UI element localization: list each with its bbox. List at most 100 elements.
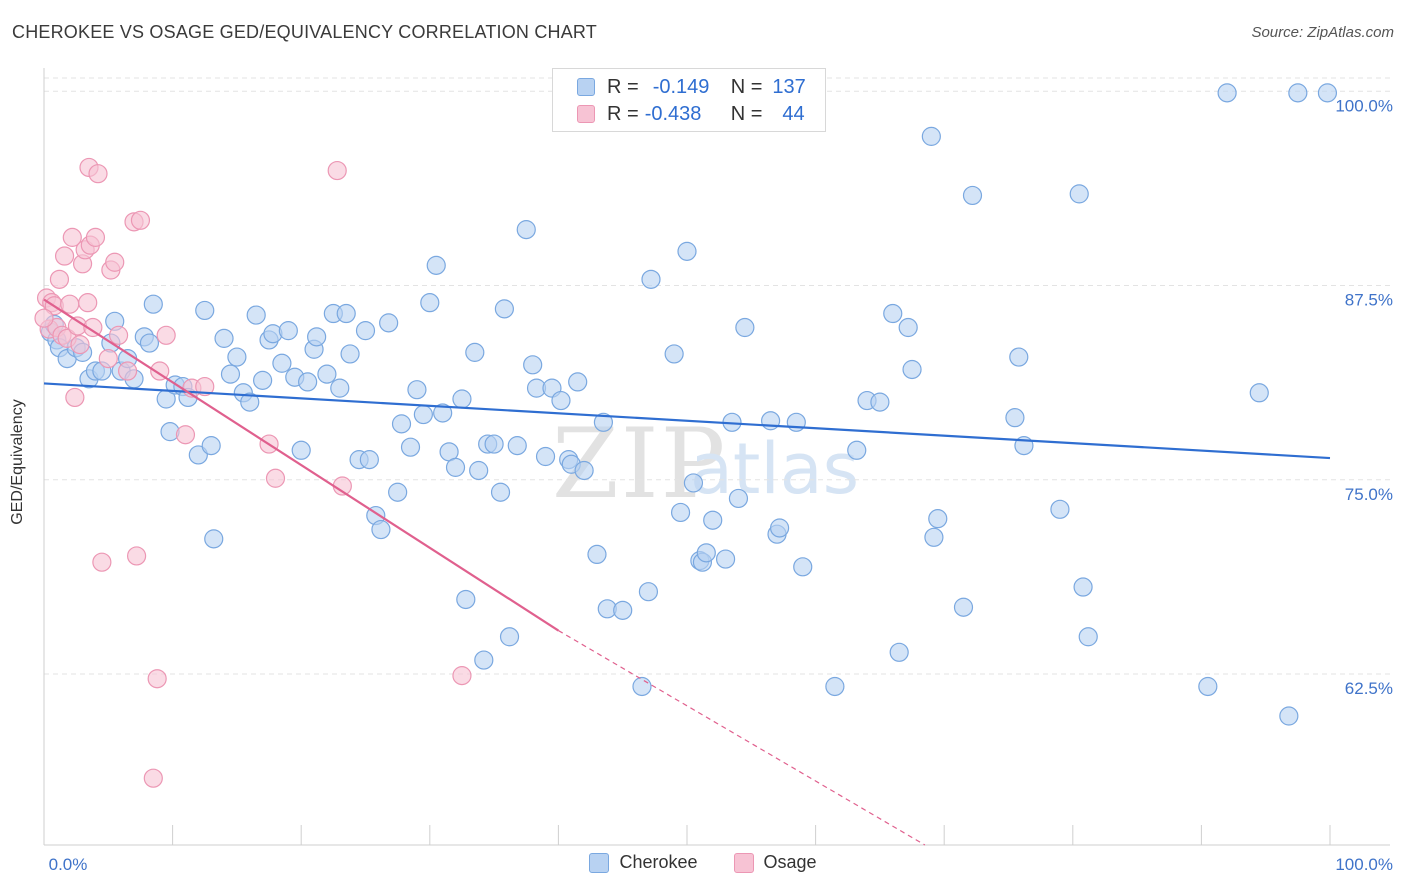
cherokee-point xyxy=(371,519,391,540)
cherokee-point xyxy=(499,627,520,647)
cherokee-point xyxy=(253,370,273,390)
bottom-legend-swatch-cherokee xyxy=(589,852,610,873)
osage-point xyxy=(175,425,196,445)
cherokee-point xyxy=(870,392,890,412)
cherokee-point xyxy=(1198,676,1218,697)
cherokee-point xyxy=(336,303,356,324)
cherokee-point xyxy=(921,126,941,146)
cherokee-point xyxy=(456,589,476,610)
legend-row-cherokee: R = -0.149 N = 137 xyxy=(577,74,806,100)
source-label: Source: ZipAtlas.com xyxy=(1251,24,1394,41)
osage-point xyxy=(60,294,80,314)
cherokee-point xyxy=(1217,83,1237,103)
x-tick-label: 0.0% xyxy=(49,855,88,874)
osage-point xyxy=(452,666,472,686)
cherokee-point xyxy=(220,364,241,384)
cherokee-point xyxy=(728,488,749,509)
cherokee-point xyxy=(703,510,723,530)
cherokee-point xyxy=(298,372,318,392)
osage-point xyxy=(105,252,125,272)
cherokee-point xyxy=(317,364,337,384)
osage-point xyxy=(83,317,103,338)
points-layer xyxy=(34,83,1338,788)
cherokee-point xyxy=(474,650,494,670)
osage-point xyxy=(130,210,151,230)
osage-point xyxy=(195,376,215,397)
cherokee-point xyxy=(201,436,221,456)
cherokee-point xyxy=(962,185,983,206)
cherokee-point xyxy=(359,450,379,470)
cherokee-point xyxy=(664,344,684,364)
osage-point xyxy=(156,325,176,345)
y-tick-label: 87.5% xyxy=(1345,291,1393,310)
cherokee-point xyxy=(1005,408,1025,428)
cherokee-point xyxy=(214,328,234,348)
watermark-atlas: atlas xyxy=(690,428,860,510)
cherokee-point xyxy=(379,313,399,333)
cherokee-point xyxy=(683,473,704,493)
cherokee-point xyxy=(1078,627,1098,647)
cherokee-point xyxy=(420,293,440,313)
cherokee-point xyxy=(670,502,691,523)
cherokee-point xyxy=(227,347,247,367)
osage-point xyxy=(98,348,118,369)
cherokee-point xyxy=(143,294,163,314)
cherokee-point xyxy=(1249,383,1269,403)
osage-point xyxy=(62,227,82,247)
x-tick-label: 100.0% xyxy=(1335,855,1393,874)
cherokee-point xyxy=(1050,499,1070,519)
legend-n-value: 137 xyxy=(772,75,806,98)
osage-point xyxy=(143,768,163,788)
cherokee-point xyxy=(786,412,806,432)
osage-trend-extension xyxy=(558,630,926,846)
cherokee-point xyxy=(240,392,260,412)
cherokee-point xyxy=(160,422,180,442)
cherokee-point xyxy=(902,359,922,380)
cherokee-point xyxy=(330,378,350,398)
cherokee-point xyxy=(1317,83,1338,103)
cherokee-point xyxy=(355,321,376,341)
y-tick-label: 100.0% xyxy=(1335,96,1393,115)
osage-point xyxy=(265,468,286,488)
cherokee-point xyxy=(433,403,453,423)
cherokee-point xyxy=(825,676,845,697)
cherokee-trend-line xyxy=(43,382,1331,460)
cherokee-point xyxy=(195,300,215,321)
cherokee-point xyxy=(641,269,661,289)
cherokee-point xyxy=(490,482,511,502)
legend-r-value: -0.149 xyxy=(652,75,710,98)
osage-point xyxy=(65,387,85,408)
osage-point xyxy=(117,361,138,381)
cherokee-point xyxy=(924,527,944,547)
cherokee-point xyxy=(452,389,472,409)
cherokee-point xyxy=(735,317,755,338)
legend-r-label: R = xyxy=(607,75,639,98)
cherokee-point xyxy=(1009,347,1029,367)
cherokee-point xyxy=(535,446,556,467)
y-tick-label: 75.0% xyxy=(1345,485,1393,504)
osage-point xyxy=(147,669,167,689)
bottom-legend-label-cherokee: Cherokee xyxy=(619,852,698,872)
cherokee-point xyxy=(413,404,433,425)
cherokee-point xyxy=(445,457,466,477)
cherokee-point xyxy=(340,344,360,364)
chart-title: CHEROKEE VS OSAGE GED/EQUIVALENCY CORREL… xyxy=(12,22,597,42)
cherokee-point xyxy=(847,440,867,460)
cherokee-point xyxy=(465,342,485,362)
cherokee-point xyxy=(139,333,160,353)
cherokee-point xyxy=(307,327,327,347)
cherokee-point xyxy=(638,582,659,602)
cherokee-point xyxy=(632,676,652,697)
cherokee-point xyxy=(400,437,421,457)
cherokee-point xyxy=(278,321,298,341)
osage-trend-line xyxy=(43,298,559,632)
legend-swatch-cherokee xyxy=(577,78,595,96)
cherokee-point xyxy=(587,544,607,565)
osage-point xyxy=(150,361,170,381)
cherokee-point xyxy=(793,557,813,577)
cherokee-point xyxy=(407,380,427,400)
cherokee-point xyxy=(291,440,311,460)
cherokee-point xyxy=(696,543,716,563)
osage-point xyxy=(78,293,98,313)
